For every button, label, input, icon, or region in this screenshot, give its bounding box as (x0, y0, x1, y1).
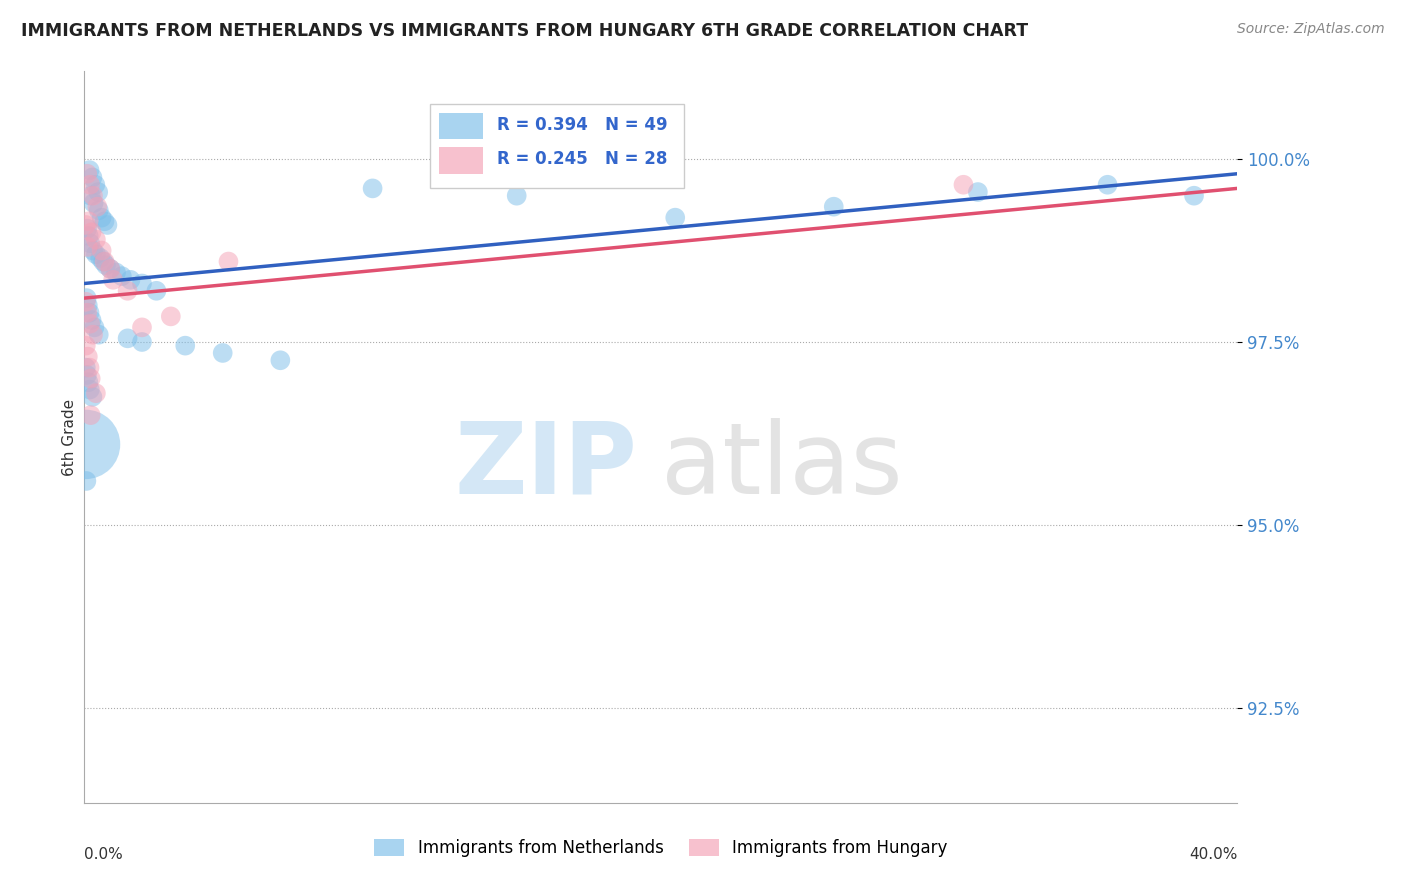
Point (90, 244, 112, 258)
Point (145, 284, 167, 298)
Point (160, 310, 183, 324)
Point (506, 188, 529, 202)
FancyBboxPatch shape (440, 147, 484, 174)
Point (83, 196, 105, 211)
Point (76, 240, 98, 254)
Point (76, 298, 98, 312)
Point (664, 211, 686, 225)
Point (77, 229, 100, 244)
Point (76, 291, 98, 305)
Point (76, 368, 98, 382)
Point (82, 390, 104, 404)
Point (80, 408, 103, 422)
Point (84, 386, 107, 401)
Point (75, 339, 97, 353)
Text: 40.0%: 40.0% (1189, 847, 1237, 862)
Point (87, 185, 110, 199)
Point (117, 284, 139, 298)
Point (80, 371, 103, 385)
Point (103, 273, 124, 287)
Point (80, 313, 103, 327)
Text: atlas: atlas (661, 417, 903, 515)
Point (79, 236, 101, 251)
Point (84, 247, 107, 261)
Point (79, 306, 101, 320)
Point (79, 317, 101, 331)
Text: ZIP: ZIP (456, 417, 638, 515)
Point (96, 218, 118, 232)
Point (75, 360, 97, 375)
Point (76, 221, 98, 235)
Point (174, 339, 197, 353)
Point (82, 327, 104, 342)
Point (1182, 188, 1205, 202)
Point (98, 261, 121, 276)
Point (79, 360, 101, 375)
Point (94, 258, 117, 272)
Text: R = 0.394   N = 49: R = 0.394 N = 49 (498, 116, 668, 134)
FancyBboxPatch shape (430, 104, 683, 188)
Point (105, 266, 128, 280)
Y-axis label: 6th Grade: 6th Grade (62, 399, 77, 475)
Point (79, 163, 101, 178)
Point (83, 320, 105, 334)
Point (1097, 178, 1119, 192)
Point (87, 327, 110, 342)
Point (218, 254, 240, 268)
Point (82, 188, 104, 202)
Point (76, 306, 98, 320)
Point (111, 269, 134, 284)
Point (823, 200, 845, 214)
FancyBboxPatch shape (440, 113, 484, 139)
Point (90, 211, 112, 225)
Point (82, 244, 104, 258)
Point (75, 218, 97, 232)
Legend: Immigrants from Netherlands, Immigrants from Hungary: Immigrants from Netherlands, Immigrants … (368, 832, 953, 864)
Point (93, 254, 115, 268)
Point (131, 277, 153, 291)
Point (361, 181, 384, 195)
Point (967, 185, 990, 199)
Point (77, 376, 100, 390)
Point (211, 346, 233, 360)
Point (98, 261, 121, 276)
Point (80, 225, 103, 239)
Text: 0.0%: 0.0% (84, 847, 124, 862)
Point (89, 251, 111, 265)
Point (87, 203, 110, 218)
Point (131, 320, 153, 334)
Text: Source: ZipAtlas.com: Source: ZipAtlas.com (1237, 22, 1385, 37)
Point (75, 474, 97, 488)
Point (952, 178, 974, 192)
Point (269, 353, 291, 368)
Point (75, 437, 97, 451)
Point (77, 214, 100, 228)
Point (79, 178, 101, 192)
Point (84, 233, 107, 247)
Point (82, 170, 104, 185)
Point (80, 188, 103, 202)
Point (117, 331, 139, 345)
Point (75, 294, 97, 309)
Point (91, 254, 114, 268)
Point (86, 200, 108, 214)
Point (84, 178, 107, 192)
Point (131, 334, 153, 349)
Point (79, 383, 101, 397)
Text: R = 0.245   N = 28: R = 0.245 N = 28 (498, 150, 668, 168)
Point (93, 214, 115, 228)
Point (76, 350, 98, 364)
Text: IMMIGRANTS FROM NETHERLANDS VS IMMIGRANTS FROM HUNGARY 6TH GRADE CORRELATION CHA: IMMIGRANTS FROM NETHERLANDS VS IMMIGRANT… (21, 22, 1028, 40)
Point (76, 167, 98, 181)
Point (120, 273, 142, 287)
